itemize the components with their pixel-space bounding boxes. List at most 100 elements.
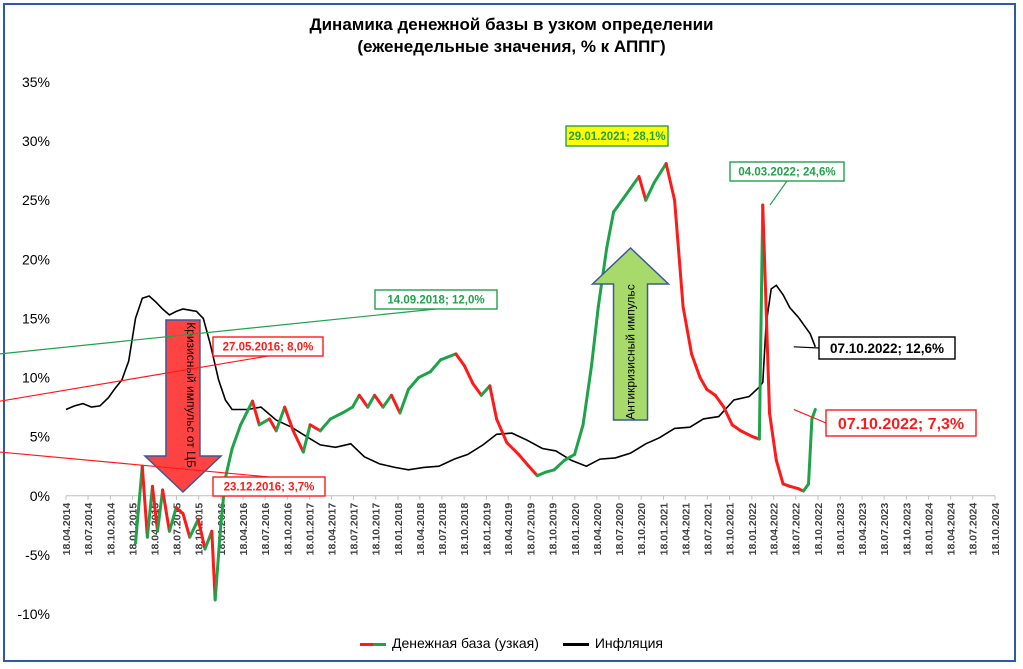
y-tick-label: -5%	[25, 547, 50, 563]
money-base-segment	[612, 198, 624, 214]
y-tick-label: -10%	[17, 606, 50, 622]
money-base-segment	[406, 376, 421, 391]
callout: 07.10.2022; 7,3%	[793, 408, 977, 437]
x-tick-label: 18.04.2014	[61, 503, 73, 556]
x-tick-label: 18.01.2023	[835, 503, 847, 556]
legend: Денежная база (узкая) Инфляция	[0, 634, 1023, 651]
money-base-segment	[573, 423, 585, 456]
legend-swatch-inflation	[562, 643, 589, 647]
money-base-segment	[454, 352, 466, 368]
money-base-segment	[167, 506, 178, 533]
money-base-segment	[739, 429, 755, 439]
callout-box	[374, 289, 498, 310]
money-base-segment	[250, 399, 261, 427]
money-base-segment	[673, 198, 685, 309]
x-tick-label: 18.01.2017	[305, 503, 317, 556]
callout-box	[212, 336, 324, 357]
money-base-segment	[757, 203, 765, 441]
money-base-segment	[213, 529, 222, 602]
callout-label: 27.05.2016; 8,0%	[223, 342, 314, 354]
x-tick-label: 18.10.2019	[548, 503, 560, 556]
callout-label: 04.03.2022; 24,6%	[738, 167, 835, 179]
callout-label: 07.10.2022; 7,3%	[838, 416, 964, 433]
callout: 23.12.2016; 3,7%	[0, 451, 326, 497]
money-base-segment	[239, 399, 254, 427]
money-base-segment	[318, 417, 332, 433]
callout-label: 29.01.2021; 28,1%	[568, 131, 665, 143]
chart-title: Динамика денежной базы в узком определен…	[0, 14, 1023, 58]
x-tick-label: 18.10.2022	[813, 503, 825, 556]
money-base-segment	[637, 175, 648, 202]
x-tick-label: 18.10.2021	[725, 503, 737, 556]
x-tick-label: 18.01.2024	[924, 503, 936, 556]
callout: 27.05.2016; 8,0%	[0, 336, 324, 402]
money-base-segment	[308, 423, 322, 433]
x-tick-label: 18.07.2021	[702, 503, 714, 556]
x-tick-label: 18.07.2016	[260, 503, 272, 556]
money-base-segment	[664, 162, 677, 202]
x-tick-label: 18.01.2020	[570, 503, 582, 556]
y-tick-label: 35%	[22, 74, 50, 90]
x-tick-label: 18.04.2016	[238, 503, 250, 556]
callout: 07.10.2022; 12,6%	[793, 336, 956, 360]
y-tick-label: 15%	[22, 310, 50, 326]
money-base-segment	[517, 452, 531, 468]
money-base-segment	[462, 364, 475, 385]
money-base-segment	[350, 393, 361, 409]
callout-label: 23.12.2016; 3,7%	[224, 482, 315, 494]
money-base-segment	[340, 405, 354, 415]
x-tick-label: 18.07.2020	[614, 503, 626, 556]
money-base-segment	[134, 464, 144, 545]
callout-leader	[793, 346, 820, 349]
callout-box	[729, 161, 845, 182]
money-base-segment	[257, 417, 271, 427]
x-tick-label: 18.10.2014	[105, 503, 117, 556]
money-base-segment	[581, 364, 594, 427]
money-base-segment	[381, 393, 393, 409]
money-base-segment	[705, 387, 717, 397]
x-tick-label: 18.07.2018	[437, 503, 449, 556]
money-base-segment	[357, 393, 370, 409]
x-tick-label: 18.04.2023	[857, 503, 869, 556]
money-base-segment	[145, 484, 154, 539]
money-base-segment	[196, 517, 207, 551]
x-tick-label: 18.10.2023	[901, 503, 913, 556]
title-line-2: (еженедельные значения, % к АППГ)	[357, 37, 666, 56]
money-base-segment	[774, 458, 785, 486]
x-tick-label: 18.04.2017	[326, 503, 338, 556]
title-line-1: Динамика денежной базы в узком определен…	[309, 15, 714, 34]
money-base-segment	[439, 352, 458, 362]
callout-box	[212, 476, 326, 497]
money-base-segment	[652, 162, 668, 184]
x-tick-label: 18.07.2014	[83, 503, 95, 556]
legend-label-money-base: Денежная база (узкая)	[391, 635, 539, 652]
callout-leader	[0, 308, 437, 355]
series-line-money-base	[134, 162, 817, 602]
money-base-segment	[505, 441, 521, 456]
money-base-segment	[150, 484, 160, 533]
money-base-segment	[605, 210, 616, 250]
callout-leader	[0, 451, 270, 478]
crisis-arrow: Кризисный импульс от ЦБ	[143, 319, 223, 494]
money-base-segment	[417, 370, 432, 380]
anticrisis-arrow-shape	[590, 246, 671, 421]
money-base-segment	[768, 411, 778, 462]
x-tick-label: 18.07.2019	[525, 503, 537, 556]
x-tick-label: 18.10.2017	[371, 503, 383, 556]
money-base-segment	[156, 488, 165, 533]
callout-box	[818, 336, 956, 360]
x-tick-label: 18.04.2020	[592, 503, 604, 556]
callout-box	[565, 125, 669, 147]
money-base-segment	[161, 488, 171, 533]
series-line-inflation	[65, 284, 817, 471]
money-base-segment	[398, 387, 410, 415]
money-base-segment	[644, 180, 656, 202]
callout: 29.01.2021; 28,1%	[565, 125, 669, 147]
money-base-segment	[291, 429, 305, 454]
callout-leader	[0, 355, 269, 402]
money-base-segment	[722, 405, 734, 427]
money-base-segment	[328, 411, 344, 421]
x-tick-label: 18.10.2016	[282, 503, 294, 556]
x-tick-label: 18.04.2024	[946, 503, 958, 556]
money-base-segment	[535, 470, 548, 478]
